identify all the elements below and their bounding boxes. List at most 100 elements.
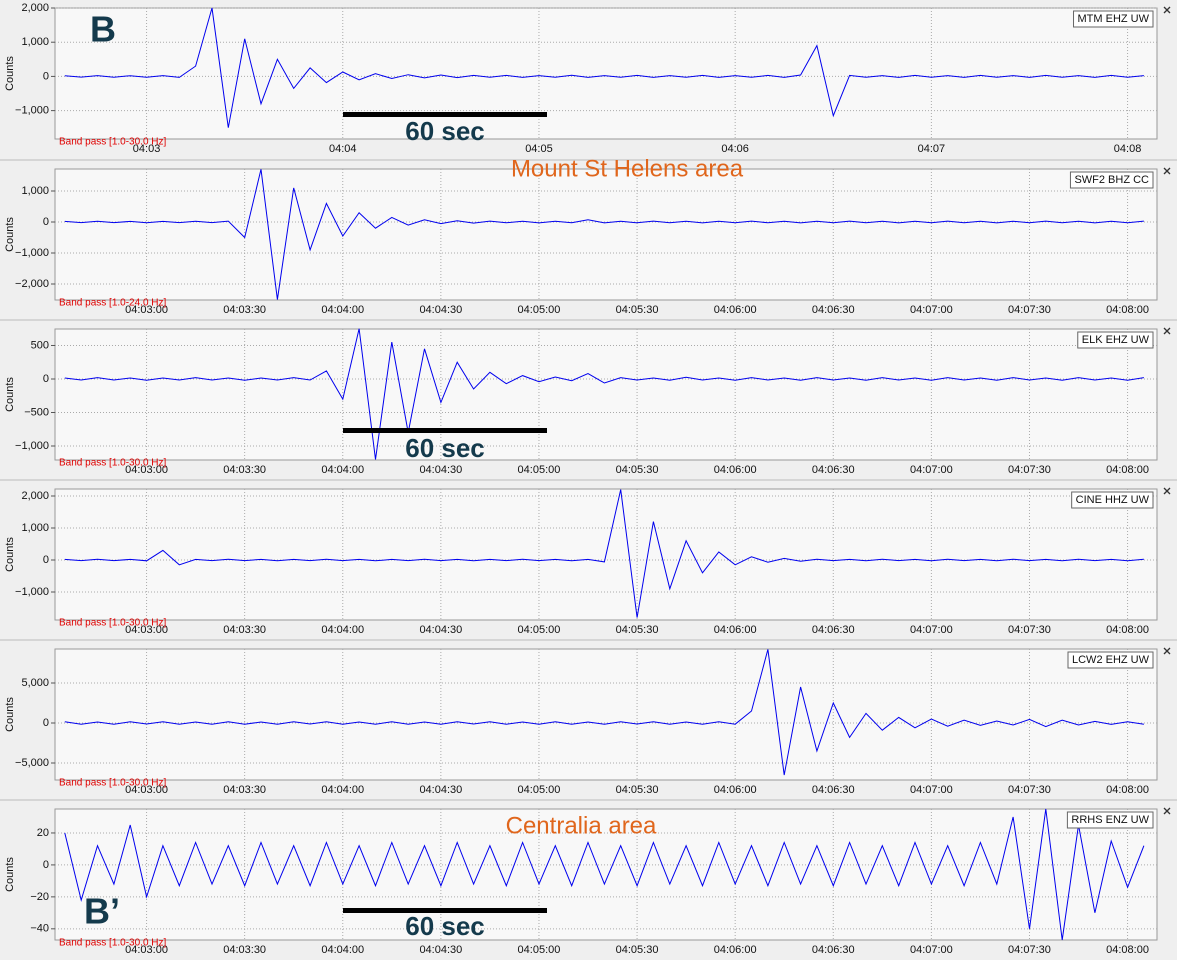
scale-bar	[343, 428, 547, 433]
y-tick-label: 1,000	[21, 185, 49, 197]
x-tick-label: 04:07:30	[1008, 944, 1051, 956]
x-tick-label: 04:03:00	[125, 784, 168, 796]
y-tick-label: 5,000	[21, 677, 49, 689]
y-tick-label: 500	[31, 339, 49, 351]
close-icon	[1163, 327, 1171, 335]
close-button[interactable]	[1163, 6, 1171, 14]
x-tick-label: 04:05:00	[518, 784, 561, 796]
filter-label: Band pass [1.0-30.0 Hz]	[59, 618, 167, 629]
y-axis-label: Counts	[4, 857, 16, 892]
x-tick-label: 04:03:30	[223, 944, 266, 956]
y-axis-label: Counts	[4, 377, 16, 412]
y-tick-label: 20	[37, 827, 49, 839]
close-button[interactable]	[1163, 167, 1171, 175]
x-tick-label: 04:08:00	[1106, 944, 1149, 956]
area-label: Mount St Helens area	[511, 155, 744, 182]
station-label: LCW2 EHZ UW	[1072, 654, 1150, 666]
x-tick-label: 04:06:30	[812, 784, 855, 796]
y-tick-label: 2,000	[21, 2, 49, 14]
x-tick-label: 04:03:00	[125, 464, 168, 476]
x-tick-label: 04:05:00	[518, 624, 561, 636]
close-button[interactable]	[1163, 807, 1171, 815]
waveform	[64, 489, 1144, 618]
close-button[interactable]	[1163, 327, 1171, 335]
x-tick-label: 04:07:00	[910, 944, 953, 956]
waveform	[64, 7, 1144, 128]
y-tick-label: −40	[30, 923, 49, 935]
x-tick-label: 04:05:00	[518, 464, 561, 476]
close-icon	[1163, 647, 1171, 655]
x-tick-label: 04:05:30	[616, 304, 659, 316]
y-tick-label: −1,000	[15, 440, 49, 452]
station-box	[1069, 171, 1154, 189]
y-tick-label: −1,000	[15, 247, 49, 259]
x-tick-label: 04:08:00	[1106, 784, 1149, 796]
x-tick-label: 04:05:30	[616, 464, 659, 476]
close-button[interactable]	[1163, 647, 1171, 655]
station-box	[1071, 491, 1154, 509]
station-box	[1066, 811, 1154, 829]
x-tick-label: 04:04:30	[419, 944, 462, 956]
x-tick-label: 04:04:30	[419, 784, 462, 796]
x-tick-label: 04:04:00	[321, 304, 364, 316]
x-tick-label: 04:05:00	[518, 304, 561, 316]
x-tick-label: 04:06:30	[812, 464, 855, 476]
plot-area	[54, 648, 1158, 781]
x-tick-label: 04:06:30	[812, 944, 855, 956]
y-tick-label: 0	[43, 373, 49, 385]
waveform	[64, 808, 1145, 941]
x-tick-label: 04:07:00	[910, 784, 953, 796]
x-tick-label: 04:05	[525, 143, 553, 155]
x-tick-label: 04:06:30	[812, 624, 855, 636]
x-tick-label: 04:03:30	[223, 784, 266, 796]
x-tick-label: 04:04:00	[321, 784, 364, 796]
y-tick-label: −1,000	[15, 586, 49, 598]
x-tick-label: 04:06:30	[812, 304, 855, 316]
y-tick-label: 0	[43, 216, 49, 228]
plot-area	[54, 168, 1158, 301]
y-tick-label: 0	[43, 859, 49, 871]
x-tick-label: 04:07:30	[1008, 304, 1051, 316]
close-icon	[1163, 487, 1171, 495]
y-axis-label: Counts	[4, 56, 16, 91]
x-tick-label: 04:05:00	[518, 944, 561, 956]
y-axis-label: Counts	[4, 697, 16, 732]
x-tick-label: 04:03:00	[125, 304, 168, 316]
filter-label: Band pass [1.0-30.0 Hz]	[59, 137, 167, 148]
x-tick-label: 04:03:30	[223, 304, 266, 316]
x-tick-label: 04:06:00	[714, 304, 757, 316]
station-label: ELK EHZ UW	[1082, 334, 1150, 346]
y-tick-label: −2,000	[15, 278, 49, 290]
section-letter: B’	[84, 891, 120, 932]
x-tick-label: 04:04:00	[321, 944, 364, 956]
x-tick-label: 04:06:00	[714, 944, 757, 956]
x-tick-label: 04:06:00	[714, 464, 757, 476]
x-tick-label: 04:06:00	[714, 624, 757, 636]
x-tick-label: 04:04:30	[419, 304, 462, 316]
filter-label: Band pass [1.0-30.0 Hz]	[59, 778, 167, 789]
station-label: MTM EHZ UW	[1078, 13, 1150, 25]
x-tick-label: 04:08:00	[1106, 624, 1149, 636]
x-tick-label: 04:03	[133, 143, 161, 155]
waveform	[64, 649, 1144, 776]
y-tick-label: 1,000	[21, 522, 49, 534]
y-tick-label: 1,000	[21, 36, 49, 48]
x-tick-label: 04:06	[721, 143, 749, 155]
filter-label: Band pass [1.0-24.0 Hz]	[59, 298, 167, 309]
y-tick-label: 2,000	[21, 490, 49, 502]
y-tick-label: −1,000	[15, 105, 49, 117]
y-axis-label: Counts	[4, 537, 16, 572]
close-icon	[1163, 807, 1171, 815]
filter-label: Band pass [1.0-30.0 Hz]	[59, 458, 167, 469]
y-tick-label: 0	[43, 70, 49, 82]
x-tick-label: 04:05:30	[616, 624, 659, 636]
y-tick-label: 0	[43, 717, 49, 729]
plot-area	[54, 328, 1158, 461]
section-letter: B	[90, 9, 116, 50]
close-button[interactable]	[1163, 487, 1171, 495]
x-tick-label: 04:07	[918, 143, 946, 155]
x-tick-label: 04:05:30	[616, 784, 659, 796]
x-tick-label: 04:07:00	[910, 304, 953, 316]
